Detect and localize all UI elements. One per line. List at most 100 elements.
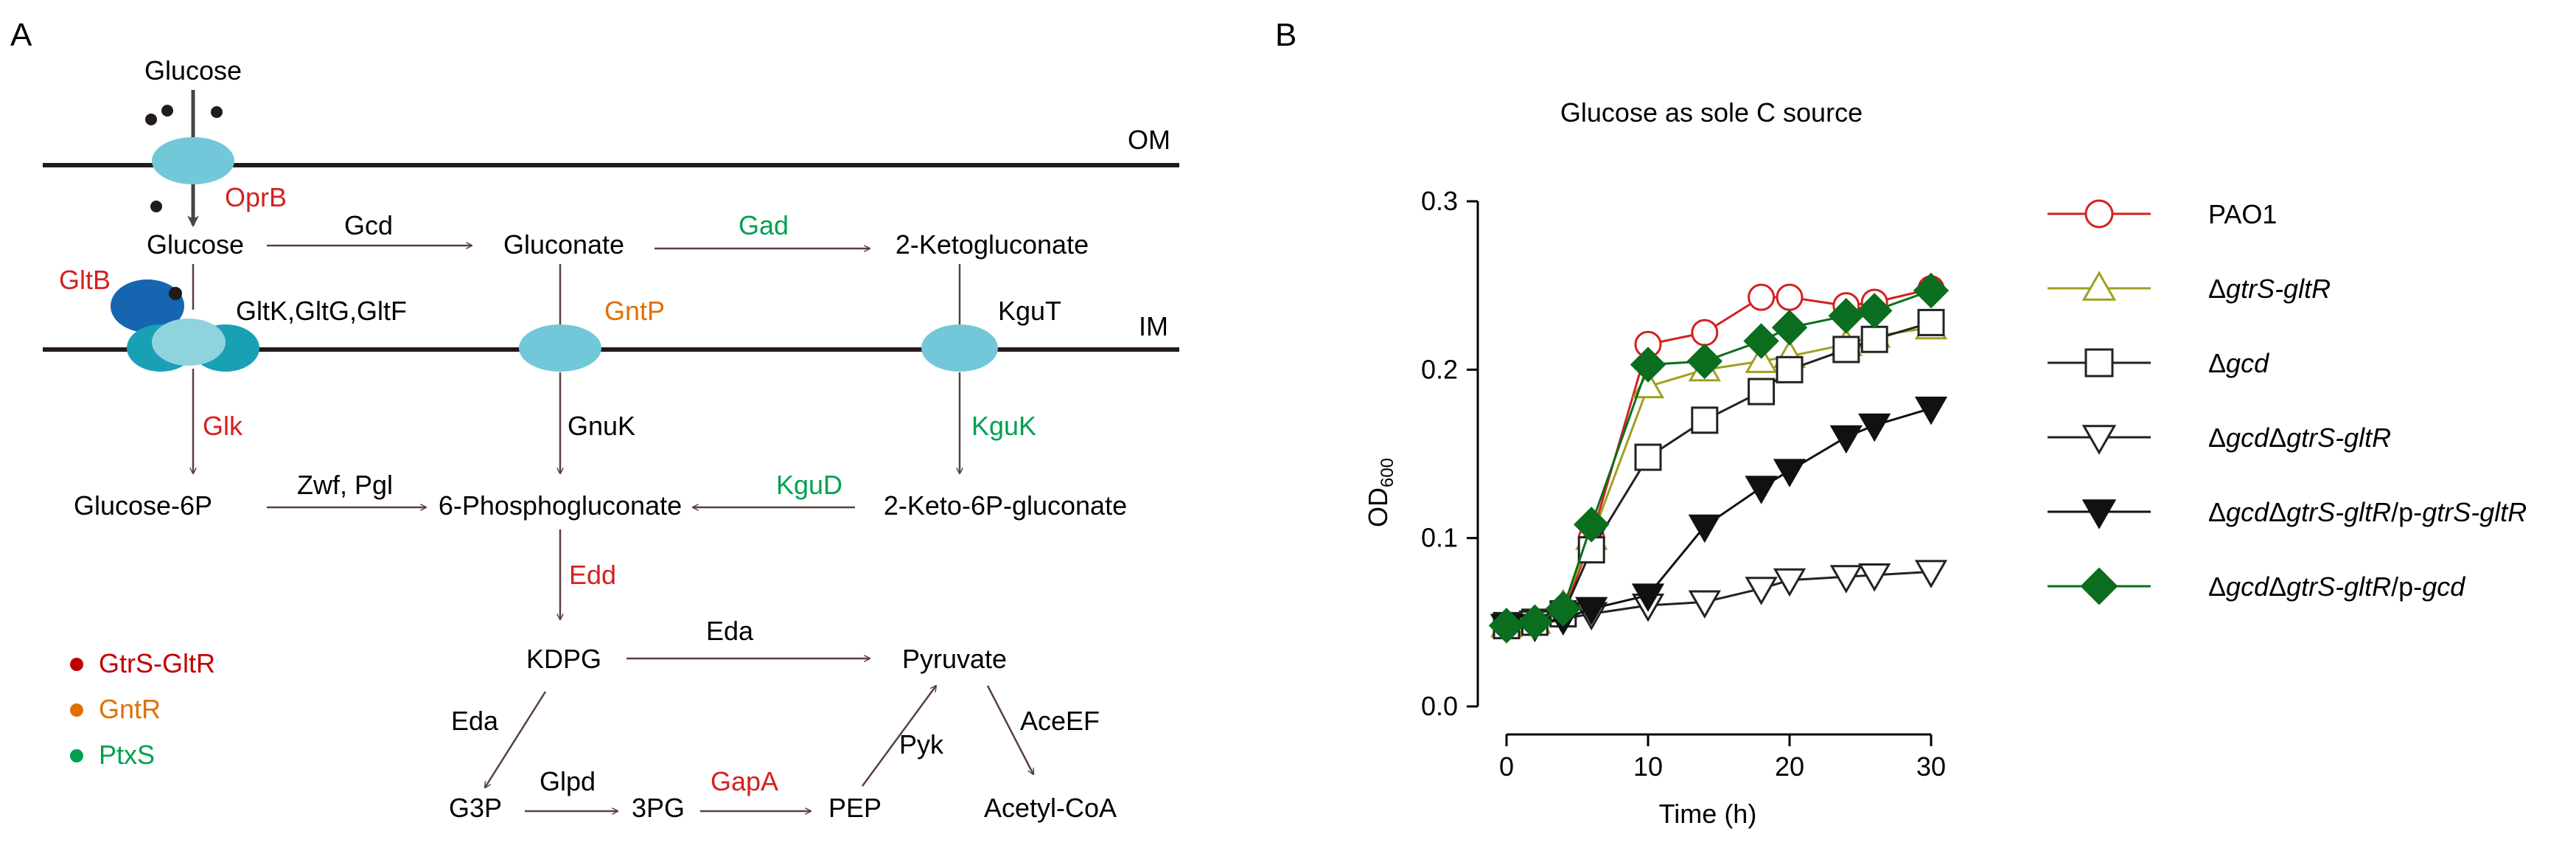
legend-label-part: gtrS-gltR: [2226, 274, 2331, 304]
enzyme-glpd: Glpd: [540, 766, 596, 796]
data-point: [1743, 323, 1779, 359]
legend-label-part: Δ: [2208, 423, 2226, 453]
legend-label-part: /p-: [2391, 497, 2422, 527]
data-point: [1856, 293, 1893, 329]
aceef-arrow: [986, 685, 1033, 774]
data-point: [1858, 563, 1891, 592]
gltkgf-subunit: [152, 319, 226, 366]
legend-entry: PAO1: [2048, 199, 2277, 229]
legend-marker: [2084, 199, 2114, 229]
data-point: [1630, 347, 1666, 383]
x-tick-label: 10: [1633, 751, 1663, 782]
enzyme-gltb: GltB: [59, 265, 111, 295]
enzyme-eda-second: Eda: [451, 706, 499, 736]
gluconate-label: Gluconate: [503, 229, 624, 260]
legend-label: PtxS: [99, 740, 155, 770]
data-point: [1914, 560, 1948, 588]
glucose-outside-label: Glucose: [144, 55, 242, 86]
y-axis-label-subscript: 600: [1378, 458, 1397, 487]
data-point: [1913, 272, 1950, 309]
legend-label-part: gtrS-gltR: [2422, 497, 2527, 527]
y-axis-label: OD600: [1363, 458, 1397, 527]
enzyme-gcd: Gcd: [344, 210, 393, 240]
phosphogluconate-label: 6-Phosphogluconate: [439, 490, 682, 521]
legend-label: Δgcd: [2208, 348, 2269, 378]
data-point: [1688, 514, 1721, 543]
legend-entry: Δgcd: [2048, 348, 2269, 378]
chart-legend: PAO1ΔgtrS-gltRΔgcdΔgcdΔgtrS-gltRΔgcdΔgtr…: [2048, 199, 2527, 605]
data-point: [1748, 283, 1776, 311]
glucose-molecule-dot: [211, 106, 223, 118]
legend-label: ΔgtrS-gltR: [2208, 274, 2331, 304]
enzyme-kgud: KguD: [776, 470, 842, 500]
data-point: [1517, 604, 1553, 641]
legend-label-part: gcd: [2226, 571, 2269, 602]
legend-label-part: Δ: [2269, 423, 2286, 453]
glucose-molecule-dot: [161, 105, 173, 117]
pathway-diagram: A OM IM Glucose OprB Glucose Gcd Glucona…: [10, 17, 1179, 823]
legend-label-part: Δ: [2269, 571, 2286, 602]
enzyme-edd: Edd: [569, 560, 616, 590]
keto6p-label: 2-Keto-6P-gluconate: [884, 490, 1127, 521]
data-point: [1573, 507, 1610, 543]
data-point: [1575, 597, 1608, 626]
panel-b-label: B: [1275, 17, 1296, 53]
pyruvate-label: Pyruvate: [902, 644, 1007, 674]
om-label: OM: [1128, 125, 1170, 155]
data-point: [1773, 568, 1807, 597]
data-point: [1917, 308, 1945, 336]
x-tick-label: 0: [1499, 751, 1514, 782]
data-point: [1771, 310, 1808, 346]
acetylcoa-label: Acetyl-CoA: [984, 793, 1117, 823]
gltb-protein: [111, 279, 184, 333]
data-point: [1858, 413, 1891, 442]
legend-label-part: Δ: [2208, 348, 2226, 378]
legend-label-part: Δ: [2208, 571, 2226, 602]
g3p-label: G3P: [449, 793, 502, 823]
data-point: [1545, 591, 1582, 627]
legend-label-part: Δ: [2208, 497, 2226, 527]
legend-label-part: Δ: [2208, 274, 2226, 304]
data-point: [1748, 378, 1776, 406]
series-group: [1488, 272, 1950, 644]
enzyme-gapa: GapA: [711, 766, 778, 796]
enzyme-kgut: KguT: [998, 296, 1061, 326]
data-point: [1829, 565, 1863, 594]
gntp-transporter: [519, 324, 601, 372]
enzyme-gntp: GntP: [604, 296, 665, 326]
oprb-porin: [152, 137, 234, 184]
glucose-molecule-dot: [150, 201, 162, 212]
legend-entry: ΔgcdΔgtrS-gltR/p-gtrS-gltR: [2048, 497, 2527, 529]
legend-label-part: Δ: [2269, 497, 2286, 527]
data-point: [1776, 355, 1804, 383]
series-line: [1506, 326, 1932, 627]
data-point: [1634, 443, 1662, 471]
kdpg-label: KDPG: [526, 644, 601, 674]
y-tick-label: 0.2: [1421, 354, 1458, 384]
glucose-periplasm-label: Glucose: [147, 229, 244, 260]
enzyme-pyk: Pyk: [899, 729, 944, 760]
legend-label: ΔgcdΔgtrS-gltR/p-gtrS-gltR: [2208, 497, 2527, 527]
legend-entry: ΔgtrS-gltR: [2048, 271, 2331, 304]
legend-dot: [70, 658, 83, 671]
legend-marker: [2081, 499, 2117, 529]
data-point: [1832, 336, 1860, 364]
chart-plot-area: [1488, 272, 1950, 644]
legend-label: GtrS-GltR: [99, 648, 215, 678]
data-point: [1691, 319, 1719, 347]
growth-chart: B Glucose as sole C source Time (h) OD60…: [1275, 17, 2527, 829]
legend-marker: [2081, 425, 2117, 455]
enzyme-gad: Gad: [739, 210, 789, 240]
enzyme-glk: Glk: [203, 411, 243, 441]
legend-label-part: PAO1: [2208, 199, 2277, 229]
legend-label: ΔgcdΔgtrS-gltR/p-gcd: [2208, 571, 2465, 602]
data-point: [1691, 406, 1719, 434]
enzyme-oprb: OprB: [225, 182, 287, 212]
legend-label-part: gcd: [2226, 348, 2269, 378]
y-axis-label-main: OD: [1363, 487, 1393, 527]
legend-dot: [70, 749, 83, 762]
legend-label: GntR: [99, 694, 161, 724]
data-point: [1829, 425, 1863, 454]
